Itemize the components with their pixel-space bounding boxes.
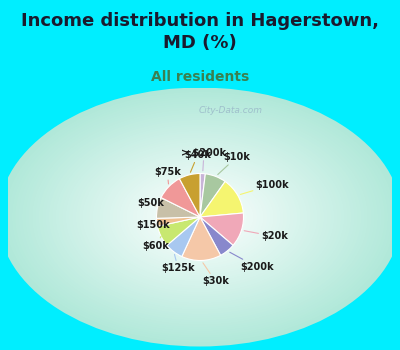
Ellipse shape [146,182,254,252]
Ellipse shape [109,159,291,275]
Text: $50k: $50k [137,198,164,208]
Ellipse shape [99,152,301,282]
Ellipse shape [140,178,260,256]
Wedge shape [167,217,200,257]
Wedge shape [200,174,205,217]
Ellipse shape [186,208,214,226]
Ellipse shape [22,103,378,331]
Ellipse shape [180,204,220,230]
Wedge shape [200,182,243,217]
Text: $20k: $20k [244,231,288,241]
Ellipse shape [66,131,334,303]
Ellipse shape [86,144,314,290]
Text: $60k: $60k [142,236,169,251]
Ellipse shape [5,92,395,342]
Text: $40k: $40k [184,150,211,172]
Ellipse shape [156,189,244,245]
Ellipse shape [52,122,348,312]
Ellipse shape [82,141,318,293]
Ellipse shape [69,133,331,301]
Text: $30k: $30k [202,263,229,286]
Ellipse shape [39,113,361,321]
Ellipse shape [123,167,277,267]
Text: $100k: $100k [240,180,289,195]
Wedge shape [156,198,200,218]
Ellipse shape [89,146,311,288]
Ellipse shape [113,161,287,273]
Ellipse shape [2,90,398,344]
Ellipse shape [0,88,400,346]
Ellipse shape [197,215,203,219]
Ellipse shape [133,174,267,260]
Ellipse shape [126,169,274,265]
Ellipse shape [72,135,328,299]
Ellipse shape [29,107,371,327]
Wedge shape [200,174,225,217]
Ellipse shape [176,202,224,232]
Ellipse shape [79,139,321,295]
Wedge shape [156,217,200,226]
Ellipse shape [18,100,382,334]
Ellipse shape [183,206,217,228]
Ellipse shape [76,137,324,297]
Wedge shape [180,174,200,217]
Text: $125k: $125k [161,254,195,273]
Ellipse shape [92,148,308,286]
Text: All residents: All residents [151,70,249,84]
Text: $150k: $150k [136,220,170,230]
Ellipse shape [163,193,237,241]
Ellipse shape [46,118,354,316]
Text: $200k: $200k [230,252,274,272]
Ellipse shape [56,124,344,310]
Ellipse shape [25,105,375,329]
Text: $10k: $10k [218,152,250,175]
Ellipse shape [119,165,281,269]
Ellipse shape [173,200,227,234]
Text: City-Data.com: City-Data.com [199,106,263,116]
Text: > $200k: > $200k [181,148,226,171]
Ellipse shape [160,191,240,243]
Ellipse shape [35,111,365,323]
Ellipse shape [59,126,341,308]
Ellipse shape [8,94,392,340]
Text: $75k: $75k [154,167,181,184]
Ellipse shape [166,195,234,239]
Wedge shape [200,213,244,245]
Ellipse shape [102,154,298,280]
Ellipse shape [130,172,270,262]
Ellipse shape [136,176,264,258]
Wedge shape [161,178,200,217]
Ellipse shape [153,187,247,247]
Text: Income distribution in Hagerstown,
MD (%): Income distribution in Hagerstown, MD (%… [21,12,379,52]
Ellipse shape [106,156,294,278]
Ellipse shape [193,213,207,221]
Ellipse shape [143,180,257,254]
Ellipse shape [96,150,304,284]
Wedge shape [182,217,220,260]
Wedge shape [158,217,200,245]
Ellipse shape [15,98,385,336]
Ellipse shape [32,109,368,325]
Wedge shape [200,217,233,256]
Ellipse shape [116,163,284,271]
Ellipse shape [190,211,210,224]
Ellipse shape [12,96,388,338]
Ellipse shape [62,128,338,306]
Ellipse shape [42,116,358,318]
Ellipse shape [150,185,250,249]
Ellipse shape [49,120,351,314]
Ellipse shape [170,197,230,237]
